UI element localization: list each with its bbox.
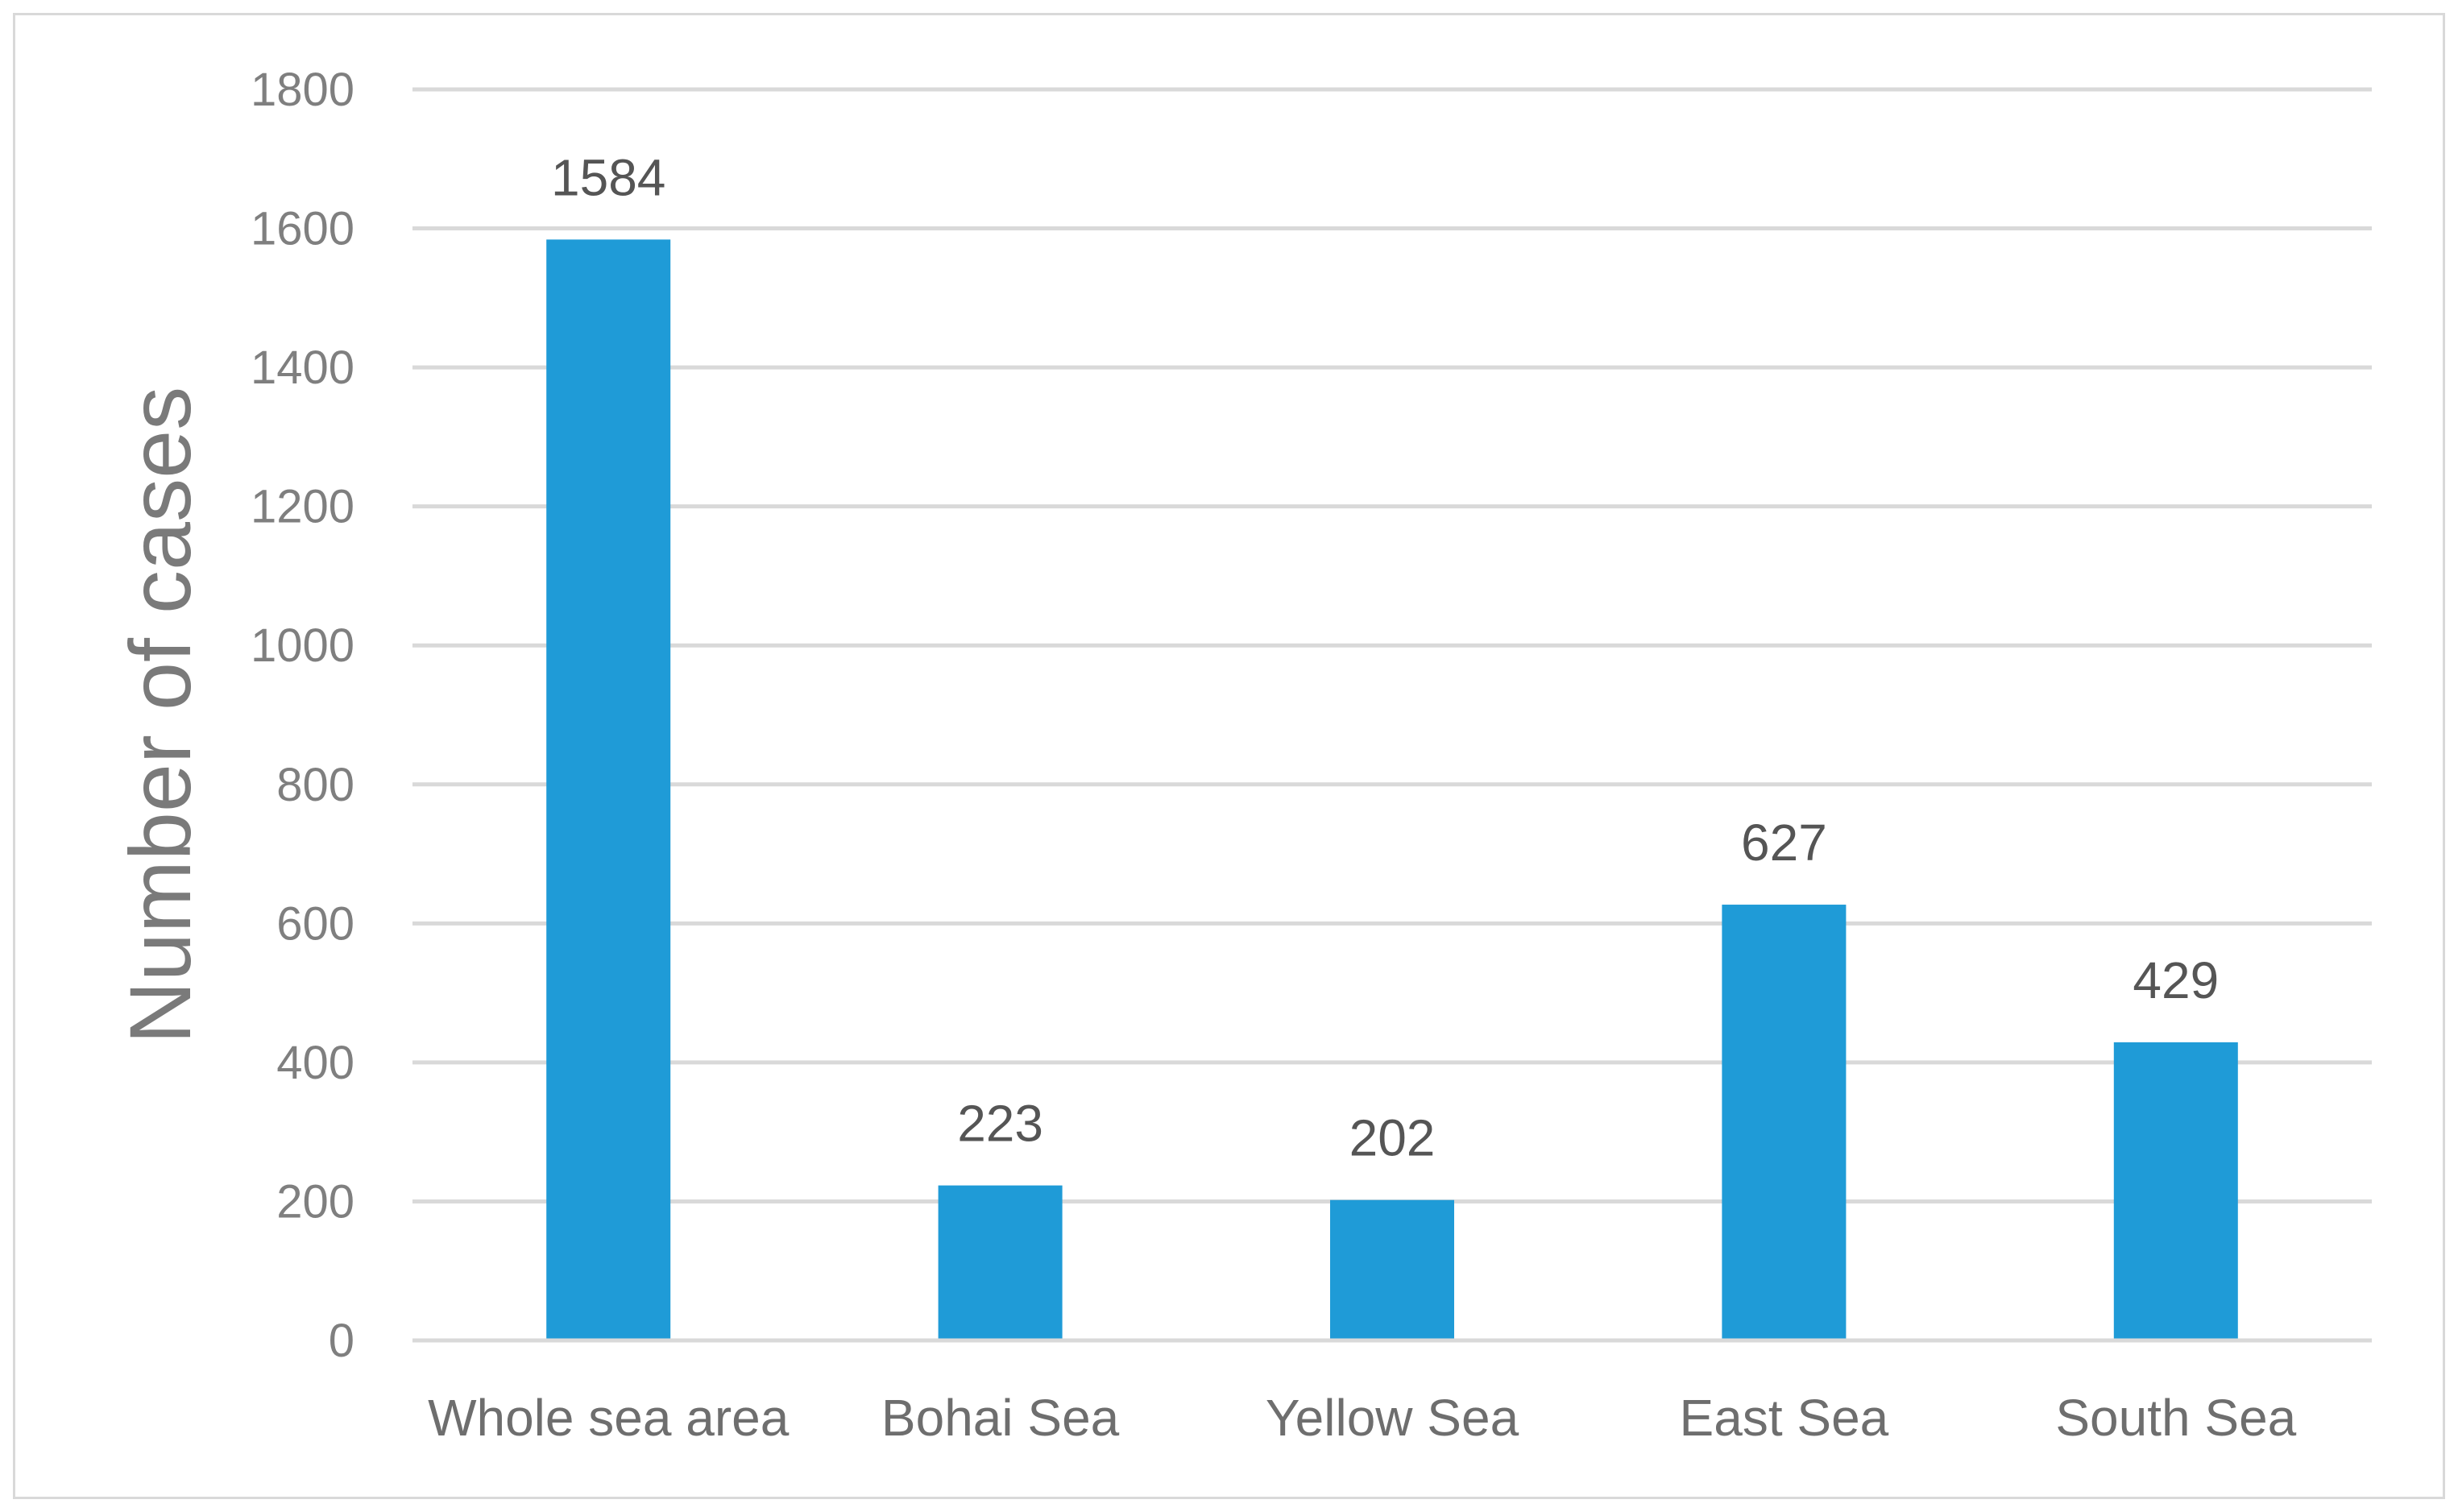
bar-east-sea (1722, 905, 1847, 1340)
x-axis-categories: Whole sea area Bohai Sea Yellow Sea East Se… (428, 1389, 2297, 1447)
x-category-label: Bohai Sea (881, 1389, 1120, 1447)
y-axis-ticks: 0 200 400 600 800 1000 1200 1400 1600 1800 (251, 64, 354, 1367)
x-category-label: Yellow Sea (1266, 1389, 1519, 1447)
bars (546, 239, 2238, 1340)
data-labels: 1584 223 202 627 429 (551, 148, 2219, 1166)
y-tick-label: 1600 (251, 203, 354, 255)
bar-south-sea (2113, 1042, 2238, 1340)
data-label: 1584 (551, 148, 665, 206)
y-tick-label: 200 (276, 1175, 354, 1228)
y-tick-label: 1000 (251, 619, 354, 672)
x-category-label: Whole sea area (428, 1389, 790, 1447)
x-category-label: East Sea (1680, 1389, 1889, 1447)
chart-frame (13, 13, 2445, 1499)
y-tick-label: 1400 (251, 342, 354, 394)
data-label: 429 (2133, 951, 2219, 1009)
y-tick-label: 0 (329, 1315, 354, 1367)
data-label: 223 (957, 1095, 1043, 1153)
x-category-label: South Sea (2055, 1389, 2296, 1447)
data-label: 627 (1741, 814, 1827, 872)
y-axis-title: Number of cases (111, 387, 209, 1044)
bar-bohai-sea (938, 1185, 1063, 1340)
y-tick-label: 1200 (251, 481, 354, 533)
y-tick-label: 1800 (251, 64, 354, 116)
y-tick-label: 800 (276, 759, 354, 811)
y-tick-label: 400 (276, 1037, 354, 1089)
bar-yellow-sea (1330, 1199, 1454, 1340)
data-label: 202 (1349, 1109, 1436, 1167)
bar-whole-sea-area (546, 239, 671, 1340)
y-tick-label: 600 (276, 897, 354, 950)
